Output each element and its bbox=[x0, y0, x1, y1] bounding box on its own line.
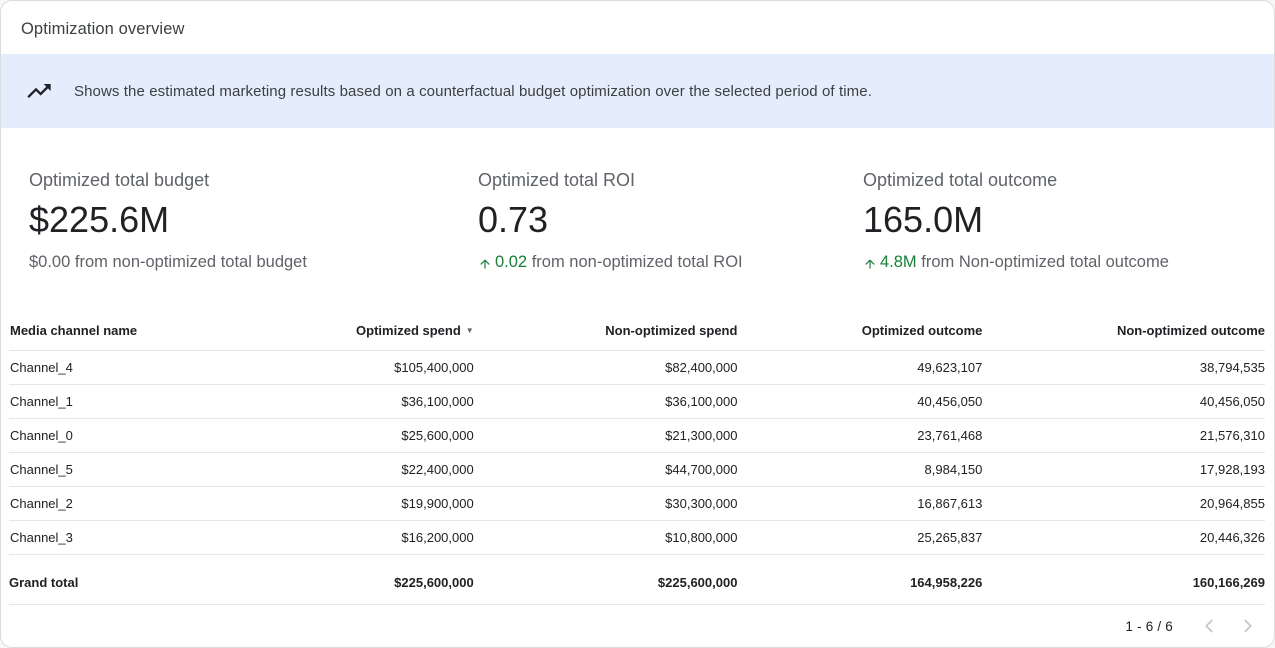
kpi-value: 0.73 bbox=[478, 199, 549, 240]
delta-value: $0.00 bbox=[29, 253, 71, 271]
value-cell: 23,761,468 bbox=[737, 418, 983, 453]
channel-name-cell: Channel_3 bbox=[9, 520, 223, 555]
arrow-up-icon bbox=[863, 257, 877, 271]
grand-total-label: Grand total bbox=[9, 554, 223, 605]
column-header-non-optimized-outcome[interactable]: Non-optimized outcome bbox=[982, 319, 1265, 351]
kpi-delta: 4.8M from Non-optimized total outcome bbox=[863, 253, 1274, 272]
pagination: 1 - 6 / 6 bbox=[1, 605, 1274, 638]
value-cell: 8,984,150 bbox=[737, 452, 983, 487]
value-cell: 16,867,613 bbox=[737, 486, 983, 521]
table-row: Channel_2 $19,900,000 $30,300,000 16,867,61… bbox=[9, 486, 1265, 521]
kpi-value: 165.0M bbox=[863, 199, 984, 240]
kpi-optimized-total-budget: Optimized total budget $225.6M $0.00 fro… bbox=[29, 170, 478, 272]
value-cell: 17,928,193 bbox=[982, 452, 1265, 487]
table-row: Channel_5 $22,400,000 $44,700,000 8,984,150… bbox=[9, 452, 1265, 487]
delta-description: from non-optimized total ROI bbox=[527, 253, 743, 271]
value-cell: $44,700,000 bbox=[473, 452, 738, 487]
value-cell: $82,400,000 bbox=[473, 350, 738, 385]
value-cell: $22,400,000 bbox=[222, 452, 474, 487]
kpi-label: Optimized total ROI bbox=[478, 170, 636, 190]
value-cell: 40,456,050 bbox=[737, 384, 983, 419]
value-cell: $10,800,000 bbox=[473, 520, 738, 555]
channel-name-cell: Channel_5 bbox=[9, 452, 223, 487]
column-header-optimized-outcome[interactable]: Optimized outcome bbox=[737, 319, 983, 351]
value-cell: $225,600,000 bbox=[222, 554, 474, 605]
kpi-delta: 0.02 from non-optimized total ROI bbox=[478, 253, 863, 272]
kpi-label: Optimized total budget bbox=[29, 170, 210, 190]
delta-description: from Non-optimized total outcome bbox=[916, 253, 1169, 271]
value-cell: 38,794,535 bbox=[982, 350, 1265, 385]
page-title: Optimization overview bbox=[21, 20, 185, 38]
value-cell: $225,600,000 bbox=[473, 554, 738, 605]
table-row: Channel_1 $36,100,000 $36,100,000 40,456,05… bbox=[9, 384, 1265, 419]
info-banner: Shows the estimated marketing results ba… bbox=[1, 54, 1274, 128]
column-header-non-optimized-spend[interactable]: Non-optimized spend bbox=[473, 319, 738, 351]
kpi-value: $225.6M bbox=[29, 199, 170, 240]
kpi-label: Optimized total outcome bbox=[863, 170, 1058, 190]
value-cell: 164,958,226 bbox=[737, 554, 983, 605]
value-cell: $21,300,000 bbox=[473, 418, 738, 453]
value-cell: 25,265,837 bbox=[737, 520, 983, 555]
titlebar: Optimization overview bbox=[1, 1, 1274, 54]
table-header-row: Media channel name Optimized spend ▼ Non-… bbox=[9, 319, 1265, 351]
value-cell: $105,400,000 bbox=[222, 350, 474, 385]
delta-description: from non-optimized total budget bbox=[70, 253, 307, 271]
channel-table-section: Media channel name Optimized spend ▼ Non-… bbox=[1, 272, 1274, 605]
value-cell: 49,623,107 bbox=[737, 350, 983, 385]
channel-name-cell: Channel_4 bbox=[9, 350, 223, 385]
value-cell: 160,166,269 bbox=[982, 554, 1265, 605]
table-row: Channel_4 $105,400,000 $82,400,000 49,623,1… bbox=[9, 350, 1265, 385]
arrow-up-icon bbox=[478, 257, 492, 271]
value-cell: 20,964,855 bbox=[982, 486, 1265, 521]
sort-desc-icon: ▼ bbox=[465, 326, 474, 336]
page-range-label: 1 - 6 / 6 bbox=[1125, 618, 1173, 634]
column-header-label: Optimized spend bbox=[356, 323, 461, 338]
value-cell: $30,300,000 bbox=[473, 486, 738, 521]
delta-value: 0.02 bbox=[495, 253, 528, 271]
kpi-optimized-total-roi: Optimized total ROI 0.73 0.02 from non-o… bbox=[478, 170, 863, 272]
value-cell: $36,100,000 bbox=[473, 384, 738, 419]
channel-name-cell: Channel_1 bbox=[9, 384, 223, 419]
previous-page-button[interactable] bbox=[1197, 614, 1221, 638]
value-cell: 40,456,050 bbox=[982, 384, 1265, 419]
delta-value: 4.8M bbox=[880, 253, 917, 271]
value-cell: $25,600,000 bbox=[222, 418, 474, 453]
column-header-media-channel-name[interactable]: Media channel name bbox=[9, 319, 223, 351]
table-row: Channel_0 $25,600,000 $21,300,000 23,761,46… bbox=[9, 418, 1265, 453]
value-cell: $19,900,000 bbox=[222, 486, 474, 521]
value-cell: $16,200,000 bbox=[222, 520, 474, 555]
channel-name-cell: Channel_2 bbox=[9, 486, 223, 521]
value-cell: $36,100,000 bbox=[222, 384, 474, 419]
value-cell: 20,446,326 bbox=[982, 520, 1265, 555]
banner-text: Shows the estimated marketing results ba… bbox=[74, 82, 872, 100]
table-body: Channel_4 $105,400,000 $82,400,000 49,623,1… bbox=[9, 350, 1265, 605]
channel-table: Media channel name Optimized spend ▼ Non-… bbox=[9, 319, 1265, 605]
kpi-delta: $0.00 from non-optimized total budget bbox=[29, 253, 478, 272]
channel-name-cell: Channel_0 bbox=[9, 418, 223, 453]
column-header-optimized-spend[interactable]: Optimized spend ▼ bbox=[222, 319, 474, 351]
kpi-section: Optimized total budget $225.6M $0.00 fro… bbox=[1, 128, 1274, 272]
kpi-optimized-total-outcome: Optimized total outcome 165.0M 4.8M from… bbox=[863, 170, 1274, 272]
table-row: Channel_3 $16,200,000 $10,800,000 25,265,83… bbox=[9, 520, 1265, 555]
insights-icon bbox=[25, 77, 53, 105]
next-page-button[interactable] bbox=[1236, 614, 1260, 638]
grand-total-row: Grand total $225,600,000 $225,600,000 164,9… bbox=[9, 554, 1265, 605]
value-cell: 21,576,310 bbox=[982, 418, 1265, 453]
